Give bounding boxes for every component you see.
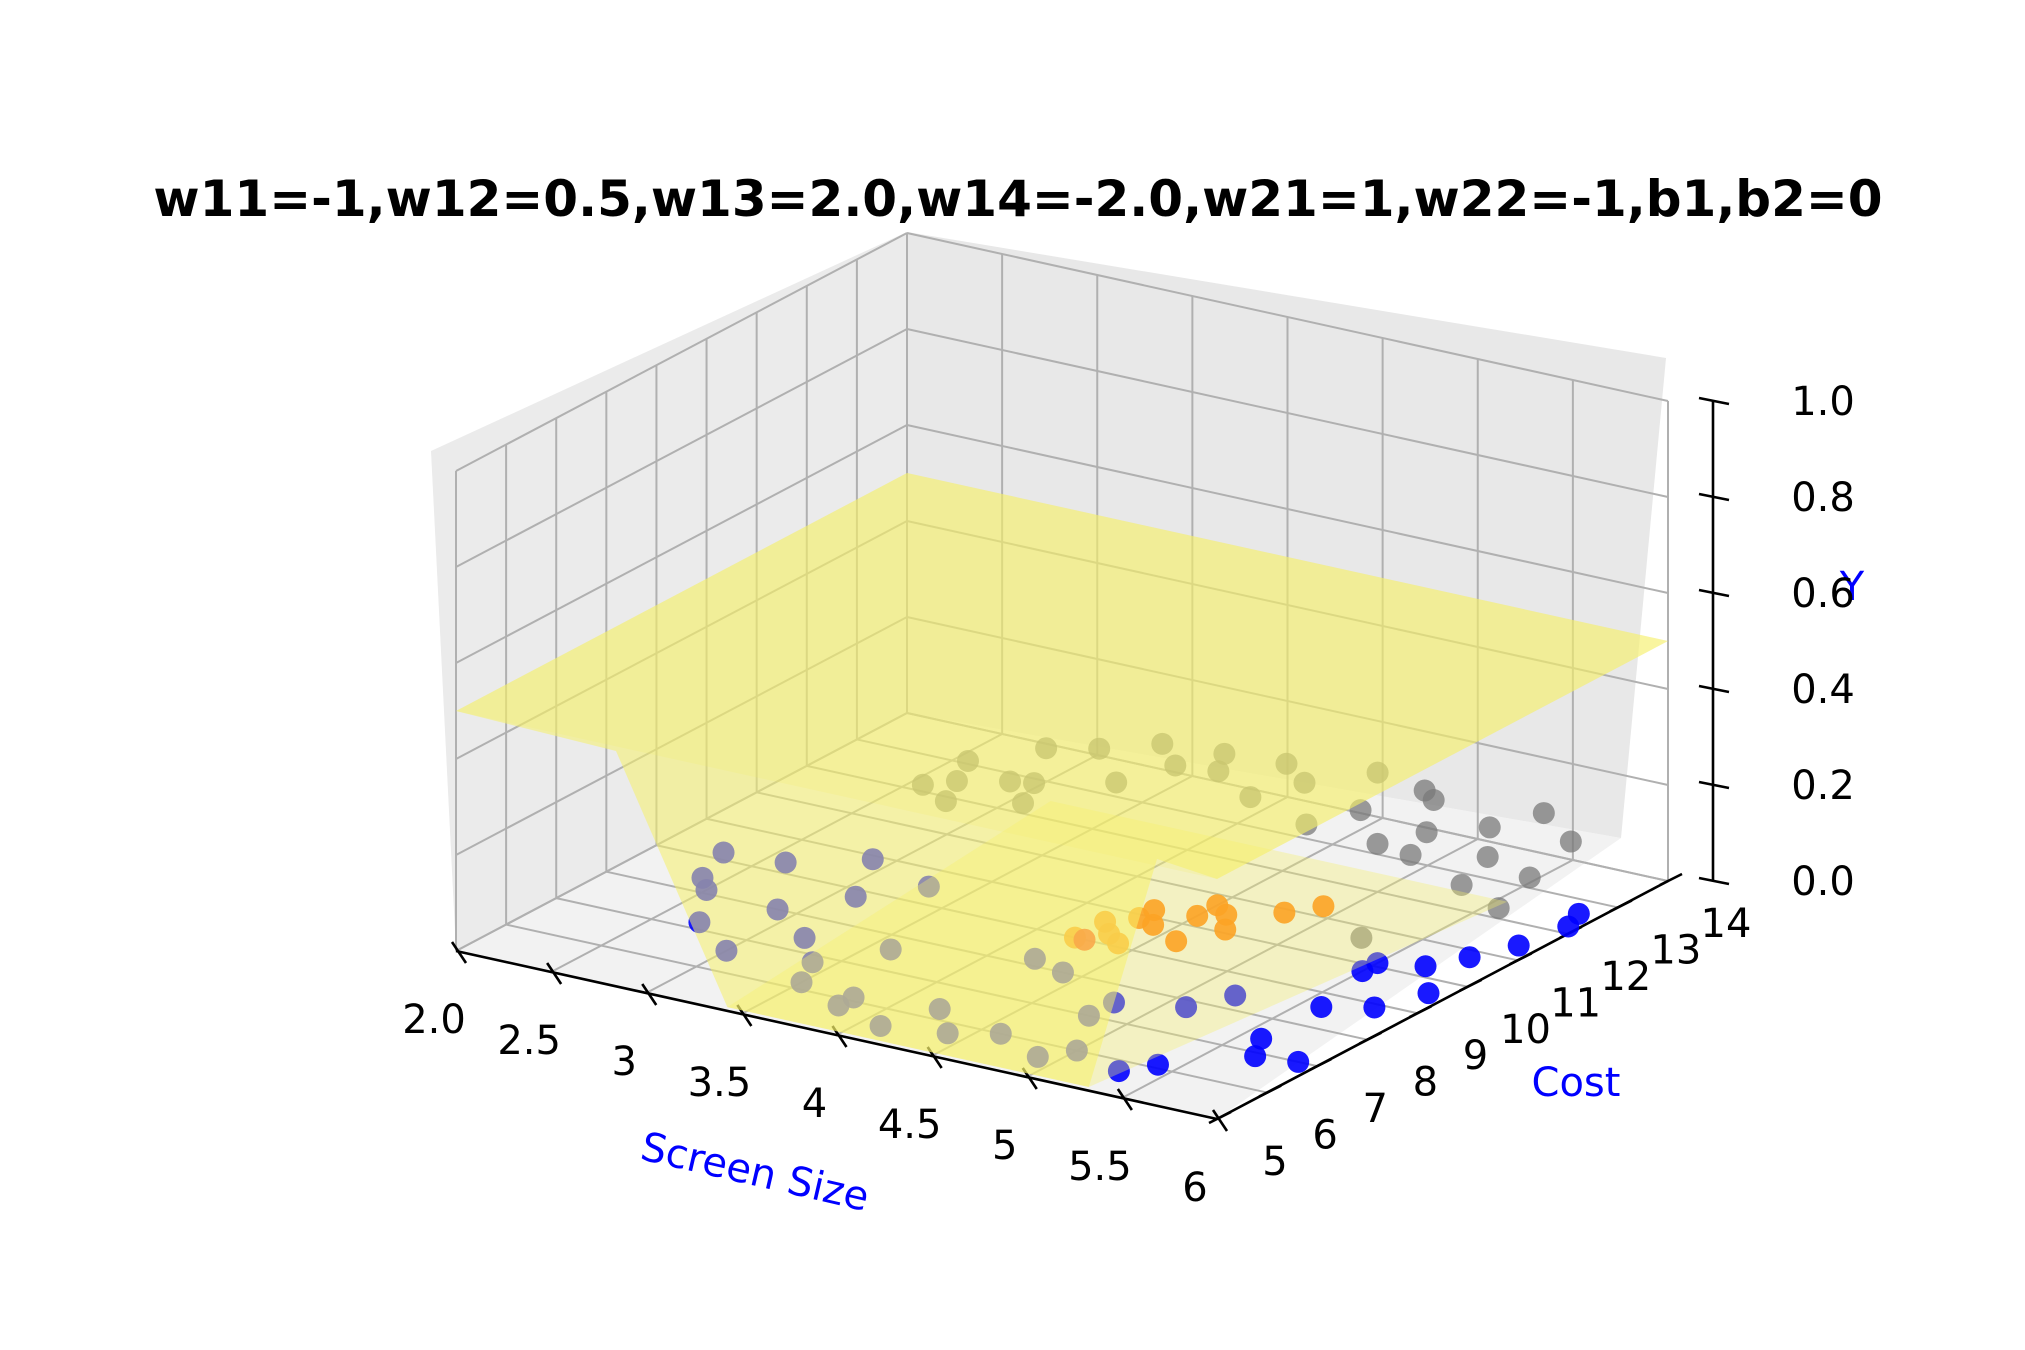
z-tick-mark [1698,876,1730,886]
data-point [1399,843,1422,866]
y-axis-line [1216,879,1669,1121]
decision-surface [456,473,1668,1087]
y-tick-mark [1308,1057,1332,1072]
z-tick-mark [1698,492,1730,502]
x-tick-label: 2.5 [497,1018,561,1064]
chart-title: w11=-1,w12=0.5,w13=2.0,w14=-2.0,w21=1,w2… [153,170,1882,228]
y-tick-label: 12 [1600,954,1651,1000]
data-point [1366,832,1389,855]
z-axis-tick-labels: 0.0 0.2 0.4 0.6 0.8 1.0 [1791,379,1855,905]
y-tick-mark [1458,978,1483,992]
surface-outer [456,473,1668,1087]
surface-floor [727,800,1508,1087]
data-point [1417,982,1440,1005]
data-point [1413,779,1436,802]
data-point [1363,996,1386,1019]
y-tick-mark [1208,1110,1232,1125]
y-tick-mark [1659,872,1683,887]
x-tick-mark [1211,1109,1229,1132]
data-point [1146,1053,1169,1076]
z-tick-label: 0.6 [1791,571,1855,617]
data-point [1567,902,1590,925]
x-tick-label: 3 [612,1039,637,1085]
data-point [1186,904,1209,927]
data-point [1458,946,1481,969]
data-point [1350,926,1373,949]
data-point [1215,903,1238,926]
z-axis-label: Y [1839,564,1865,610]
y-tick-label: 5 [1262,1139,1287,1185]
y-tick-mark [1258,1084,1282,1098]
x-tick-mark [1116,1088,1133,1111]
y-tick-label: 13 [1650,927,1701,973]
z-tick-mark [1698,684,1730,694]
x-axis-tick-labels: 2.0 2.5 3 3.5 4 4.5 5 5.5 6 [402,997,1208,1211]
z-tick-label: 0.0 [1791,859,1855,905]
x-tick-label: 3.5 [688,1060,752,1106]
y-tick-label: 6 [1312,1113,1337,1159]
y-tick-label: 11 [1550,980,1601,1026]
y-tick-mark [1609,899,1633,913]
z-tick-label: 0.8 [1791,475,1855,521]
data-point [1310,996,1333,1018]
z-tick-mark [1698,396,1730,406]
data-point [1414,955,1437,978]
y-axis-label: Cost [1532,1060,1621,1106]
data-point [1143,899,1166,922]
y-tick-label: 7 [1362,1086,1387,1132]
back-grid-z [906,328,1669,498]
z-tick-label: 1.0 [1791,379,1855,425]
z-tick-mark [1698,588,1730,598]
data-point [1107,1060,1130,1083]
data-point [1287,1050,1310,1073]
surface-plateau [456,473,1668,879]
data-point [1175,996,1198,1019]
x-tick-label: 4 [802,1081,827,1127]
x-tick-label: 6 [1182,1165,1207,1211]
data-point [1165,930,1188,953]
y-tick-label: 14 [1701,901,1752,947]
data-point [1244,1045,1267,1068]
z-tick-mark [1698,780,1730,790]
data-point [1450,873,1473,896]
x-tick-label: 5 [992,1123,1017,1169]
data-point [1532,802,1555,825]
x-tick-label: 5.5 [1068,1144,1132,1190]
z-tick-label: 0.4 [1791,667,1855,713]
data-point [1559,830,1582,853]
back-grid-z [906,232,1669,402]
data-point [1487,897,1510,920]
x-tick-mark [450,941,468,964]
x-tick-mark [641,983,658,1006]
left-grid-z [455,424,908,664]
x-tick-mark [546,962,563,985]
data-point [1518,866,1541,889]
y-tick-mark [1408,1005,1433,1019]
back-grid-z [906,424,1669,594]
data-point [1507,934,1530,957]
data-point [1366,952,1389,975]
data-point [1478,816,1501,839]
x-axis-label: Screen Size [637,1124,874,1221]
x-tick-label: 2.0 [402,997,466,1043]
y-tick-label: 8 [1413,1060,1438,1106]
data-point [1312,895,1335,918]
x-axis-line [455,949,1218,1121]
data-point [1476,845,1499,868]
y-tick-mark [1509,952,1533,966]
data-point [1224,984,1247,1007]
left-grid-z [455,328,908,568]
y-tick-mark [1358,1031,1382,1045]
y-tick-label: 10 [1500,1007,1551,1053]
data-point [1250,1027,1273,1050]
y-tick-label: 9 [1463,1033,1488,1079]
z-tick-label: 0.2 [1791,763,1855,809]
data-point [1415,821,1438,844]
left-grid-z [455,232,908,472]
data-point [1273,901,1296,924]
x-tick-label: 4.5 [878,1102,942,1148]
